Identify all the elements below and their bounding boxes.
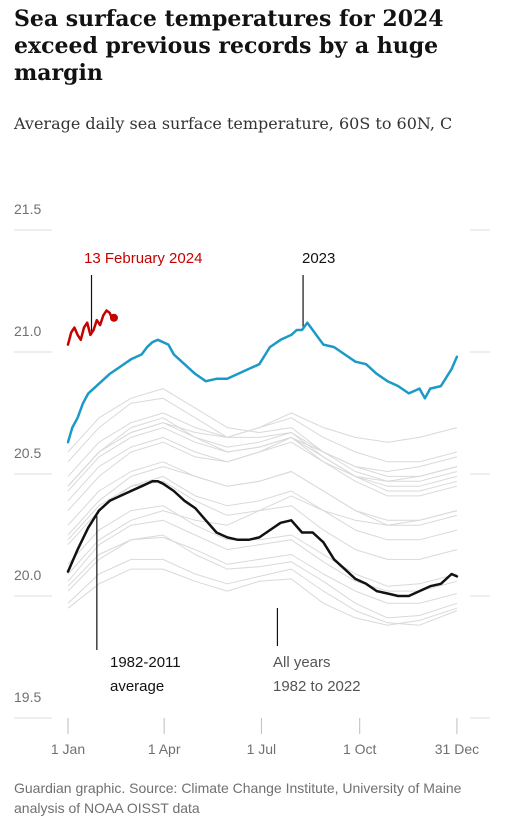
background-year-line: [67, 475, 458, 546]
background-year-line: [67, 427, 458, 492]
annotation-leaders: [90, 275, 304, 650]
background-year-line: [67, 536, 458, 604]
x-axis: 1 Jan 1 Apr 1 Jul 1 Oct 31 Dec: [51, 718, 479, 757]
annotation-label: 1982 to 2022: [273, 678, 361, 695]
background-year-line: [67, 397, 458, 492]
highlight-series-group: [66, 309, 459, 598]
annotation-label: 2023: [302, 250, 335, 267]
annotation-labels: 13 February 2024 2023 1982-2011 average All …: [84, 250, 361, 695]
y-tick-label: 19.5: [14, 689, 41, 705]
chart-title: Sea surface temperatures for 2024 exceed…: [14, 6, 444, 86]
background-year-line: [67, 417, 458, 497]
background-year-line: [67, 422, 458, 487]
x-tick-label: 1 Oct: [343, 741, 377, 757]
annotation-label: All years: [273, 654, 331, 671]
series-line-2024: [66, 309, 116, 346]
background-year-line: [67, 519, 458, 592]
background-year-line: [67, 412, 458, 477]
x-tick-label: 1 Jan: [51, 741, 85, 757]
background-series-group: [67, 388, 458, 626]
annotation-label: 13 February 2024: [84, 250, 202, 267]
background-year-line: [67, 534, 458, 619]
annotation-label: average: [110, 678, 164, 695]
y-tick-label: 21.5: [14, 201, 41, 217]
source-note: Guardian graphic. Source: Climate Change…: [14, 780, 462, 816]
y-tick-label: 20.5: [14, 445, 41, 461]
background-year-line: [67, 505, 458, 587]
chart-subtitle: Average daily sea surface temperature, 6…: [14, 114, 453, 133]
annotation-label: 1982-2011: [110, 654, 181, 671]
background-year-line: [67, 461, 458, 526]
y-tick-label: 21.0: [14, 323, 41, 339]
series-line-1982-2011-average: [66, 480, 459, 598]
x-tick-label: 31 Dec: [435, 741, 479, 757]
background-year-line: [67, 436, 458, 502]
series-end-dot: [109, 313, 118, 322]
y-axis: 21.5 21.0 20.5 20.0 19.5: [14, 201, 490, 719]
background-year-line: [67, 558, 458, 626]
x-tick-label: 1 Jul: [247, 741, 277, 757]
background-year-line: [67, 568, 458, 626]
x-tick-label: 1 Apr: [148, 741, 181, 757]
y-tick-label: 20.0: [14, 567, 41, 583]
series-line-2023: [66, 321, 459, 444]
